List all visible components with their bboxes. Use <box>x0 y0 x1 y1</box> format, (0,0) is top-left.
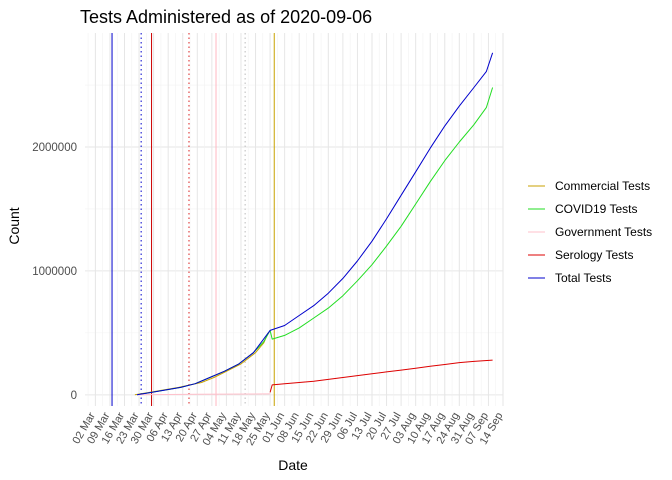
y-axis-title: Count <box>6 207 22 244</box>
legend-label: Serology Tests <box>555 248 634 262</box>
y-tick-label: 2000000 <box>32 142 77 154</box>
legend-label: Government Tests <box>555 225 652 239</box>
y-tick-label: 1000000 <box>32 266 77 278</box>
series-line <box>136 52 494 396</box>
legend-label: COVID19 Tests <box>555 202 637 216</box>
series-lines <box>134 52 494 396</box>
reference-lines <box>111 33 275 406</box>
y-tick-label: 0 <box>71 390 77 402</box>
legend: Commercial Tests COVID19 Tests Government … <box>528 179 652 285</box>
y-tick-labels: 0 1000000 2000000 <box>32 142 77 402</box>
chart-title: Tests Administered as of 2020-09-06 <box>80 7 372 27</box>
legend-label: Commercial Tests <box>555 179 650 193</box>
series-line <box>269 359 493 393</box>
series-line <box>136 393 271 396</box>
grid <box>85 33 504 406</box>
x-axis-title: Date <box>278 457 308 473</box>
legend-label: Total Tests <box>555 271 611 285</box>
